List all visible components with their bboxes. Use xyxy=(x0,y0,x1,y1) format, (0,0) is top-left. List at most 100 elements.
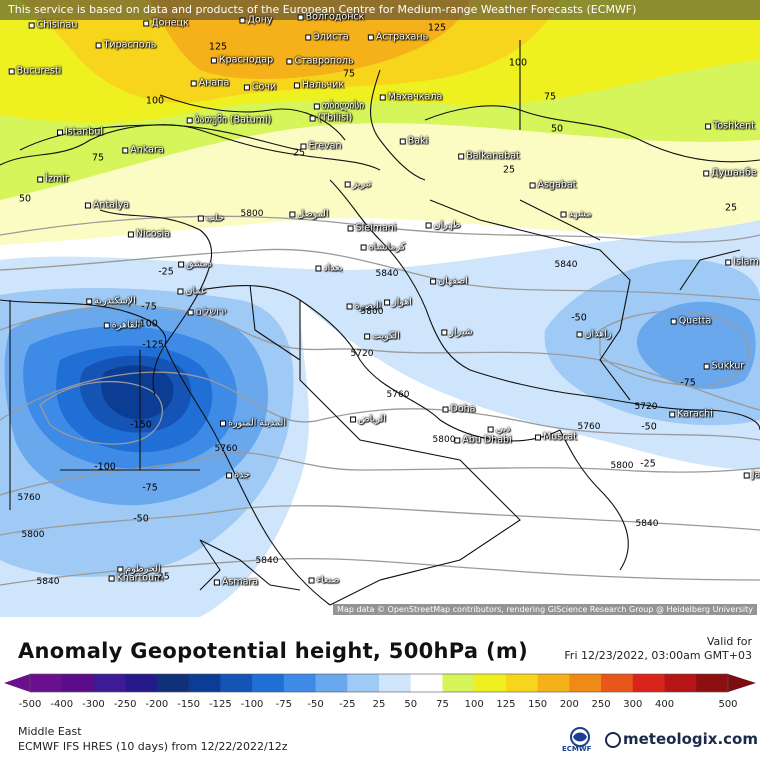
city-label: مشهد xyxy=(561,209,592,220)
city-label: دبي xyxy=(488,424,511,435)
anomaly-contour-label: 75 xyxy=(91,152,105,164)
height-contour-label: 5760 xyxy=(17,493,41,503)
city-label: ירושלים xyxy=(188,307,227,318)
colorbar-swatch xyxy=(442,674,475,692)
meteologix-icon xyxy=(605,731,621,748)
colorbar-tick-label: 25 xyxy=(372,699,386,710)
colorbar xyxy=(4,673,756,693)
anomaly-contour-label: -100 xyxy=(94,461,116,473)
height-contour-label: 5840 xyxy=(635,519,659,529)
height-contour-label: 5800 xyxy=(21,530,45,540)
city-label: زاهدان xyxy=(577,329,612,340)
height-contours xyxy=(0,215,760,586)
city-label: Asmara xyxy=(214,577,258,588)
colorbar-tick-label: 300 xyxy=(623,699,643,710)
colorbar-swatch xyxy=(537,674,570,692)
colorbar-swatch xyxy=(156,674,190,692)
height-contour-label: 5800 xyxy=(240,209,264,219)
city-label: Antalya xyxy=(85,200,129,211)
anomaly-contour-label: 75 xyxy=(543,91,557,103)
city-label: تبريز xyxy=(345,179,372,190)
height-contour-label: 5800 xyxy=(610,461,634,471)
city-label: Baki xyxy=(400,136,428,147)
city-label: Астрахань xyxy=(368,32,428,43)
city-label: كرمانشاه xyxy=(361,242,406,253)
city-label: حلب xyxy=(198,213,224,224)
region-name: Middle East xyxy=(18,725,82,738)
colorbar-tick-label: 75 xyxy=(436,699,449,710)
anomaly-contour-label: -25 xyxy=(158,266,174,278)
city-label: (Tbilisi) xyxy=(310,113,353,124)
city-label: الكويت xyxy=(364,331,400,342)
city-label: İzmir xyxy=(37,174,69,185)
anomaly-contour-label: 25 xyxy=(502,164,516,176)
colorbar-swatch xyxy=(283,674,317,692)
colorbar-swatch xyxy=(569,674,602,692)
valid-label: Valid for xyxy=(706,635,752,648)
colorbar-labels: -500 -400 -300 -250 -200 -150 -125 -100 -75 -50 -2… xyxy=(0,699,760,713)
city-label: الرياض xyxy=(350,414,386,425)
city-label: Дону xyxy=(239,15,272,26)
ecmwf-banner: This service is based on data and produc… xyxy=(0,0,760,20)
anomaly-contour-label: 125 xyxy=(427,22,447,34)
height-contour-label: 5760 xyxy=(386,390,410,400)
anomaly-contour-label: -125 xyxy=(142,339,164,351)
city-label: صنعاء xyxy=(309,575,340,586)
height-contour-label: 5720 xyxy=(350,349,374,359)
chart-title: Anomaly Geopotential height, 500hPa (m) xyxy=(18,639,528,663)
height-contour-label: 5760 xyxy=(577,422,601,432)
colorbar-swatch xyxy=(505,674,539,692)
anomaly-minus-175 xyxy=(100,365,174,420)
brand-text: meteologix.com xyxy=(623,730,758,748)
colorbar-tick-label: -125 xyxy=(209,699,232,710)
colorbar-swatch xyxy=(93,674,126,692)
city-label: Khartoum xyxy=(109,573,164,584)
city-label: عمان xyxy=(177,286,206,297)
city-label: اهواز xyxy=(384,297,412,308)
colorbar-tick-label: 250 xyxy=(591,699,611,710)
colorbar-tick-label: -25 xyxy=(339,699,356,710)
height-contour-label: 5840 xyxy=(375,269,399,279)
colorbar-end-left xyxy=(4,674,30,692)
city-label: Nicosia xyxy=(128,229,170,240)
city-label: شيراز xyxy=(441,327,472,338)
city-label: Анапа xyxy=(191,78,230,89)
colorbar-swatch xyxy=(30,674,63,692)
colorbar-swatch xyxy=(379,674,412,692)
colorbar-tick-label: 125 xyxy=(496,699,516,710)
colorbar-tick-label: -50 xyxy=(307,699,324,710)
height-contour-label: 5800 xyxy=(432,435,456,445)
height-contour-label: 5840 xyxy=(554,260,578,270)
city-label: Элиста xyxy=(305,32,348,43)
colorbar-swatch xyxy=(188,674,221,692)
city-label: Душанбе xyxy=(703,168,756,179)
anomaly-contour-label: 25 xyxy=(292,147,306,159)
colorbar-swatch xyxy=(220,674,253,692)
brand-link[interactable]: meteologix.com xyxy=(605,730,758,748)
city-label: الإسكندرية xyxy=(86,296,135,307)
anomaly-contour-label: 50 xyxy=(550,123,564,135)
anomaly-contour-label: 125 xyxy=(208,41,228,53)
height-contour-label: 5720 xyxy=(634,402,658,412)
city-label: Сочи xyxy=(244,82,276,93)
colorbar-end-right xyxy=(728,674,756,692)
colorbar-tick-label: 400 xyxy=(654,699,675,710)
city-label: Abu Dhabi xyxy=(454,435,511,446)
anomaly-contour-label: -50 xyxy=(571,312,587,324)
colorbar-tick-label: 200 xyxy=(559,699,579,710)
city-label: Karachi xyxy=(669,409,713,420)
height-contour-label: 5840 xyxy=(255,556,279,566)
city-label: Istanbul xyxy=(57,127,103,138)
city-label: Донецк xyxy=(143,18,189,29)
city-label: Махачкала xyxy=(380,92,443,103)
city-label: Тирасполь xyxy=(96,40,157,51)
anomaly-contour-label: -50 xyxy=(133,513,149,525)
anomaly-contour-label: -75 xyxy=(141,301,157,313)
colorbar-tick-label: -250 xyxy=(113,699,137,710)
city-label: Волгодонск xyxy=(298,12,365,23)
anomaly-contour-label: 100 xyxy=(145,95,165,107)
city-label: Sleimani xyxy=(348,223,397,234)
city-label: Sukkur xyxy=(704,361,745,372)
anomaly-contour-label: 100 xyxy=(508,57,528,69)
ecmwf-logo-icon xyxy=(570,727,590,747)
